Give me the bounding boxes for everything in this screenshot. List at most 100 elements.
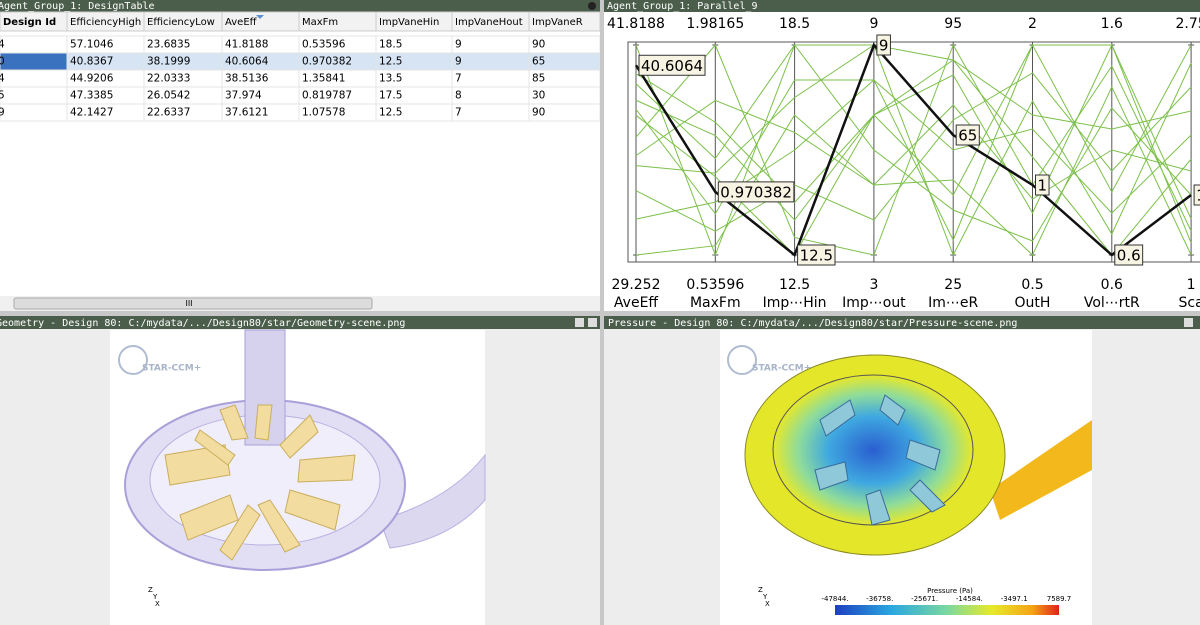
axis-max-label: 95 (944, 16, 962, 32)
data-line (635, 104, 1192, 256)
column-header: EfficiencyLow (147, 17, 215, 28)
axis-name: Sca (1179, 295, 1200, 311)
cell-text: 13.5 (379, 73, 402, 85)
title-bar (0, 0, 600, 12)
cell-text: 42.1427 (70, 107, 113, 119)
cell-text: 0.819787 (302, 90, 352, 102)
column-header: ImpVaneHout (455, 17, 523, 28)
cell-text: 23.6835 (147, 39, 190, 51)
colorbar-label: -14584. (956, 595, 983, 603)
axis-name: Im⋯eR (928, 295, 978, 311)
triad-label: Y (762, 593, 768, 601)
column-header: AveEff (225, 17, 258, 28)
cell-text: 90 (532, 39, 545, 51)
panel-button[interactable] (1184, 318, 1193, 327)
cell (528, 103, 600, 122)
cell-text: 7 (455, 73, 462, 85)
design-table-panel: Agent_Group_1: DesignTable Design Id Effi… (0, 0, 600, 315)
cell-text: 4 (0, 73, 5, 85)
value-label-box (955, 124, 980, 146)
title-bar (0, 316, 600, 329)
axis-name: AveEff (614, 295, 659, 311)
panel-title: Agent_Group_1: DesignTable (0, 1, 155, 12)
cell-text: 12.5 (379, 107, 402, 119)
value-label-box (1035, 174, 1050, 196)
column-header: ImpVaneHin (379, 17, 439, 28)
triad-label: Z (758, 586, 763, 594)
cell-text: 8 (455, 90, 462, 102)
axis-min-label: 0.53596 (686, 277, 744, 293)
title-bar (604, 316, 1200, 329)
axis-min-label: 12.5 (779, 277, 810, 293)
colorbar-label: -25671. (911, 595, 938, 603)
cell-text: 9 (455, 56, 462, 68)
axis-min-label: 25 (944, 277, 962, 293)
panel-title: Agent_Group_1: Parallel_9 (607, 1, 758, 12)
panel-button[interactable] (575, 318, 584, 327)
sort-indicator (256, 15, 264, 19)
selected-cell (0, 53, 67, 70)
axis-max-label: 41.8188 (607, 16, 665, 32)
value-label-box (638, 54, 706, 76)
plot-frame (627, 41, 1200, 263)
axis-name: MaxFm (690, 295, 741, 311)
impeller (814, 394, 946, 526)
value-label-box (876, 34, 891, 56)
cell-text: 22.0333 (147, 73, 190, 85)
parallel-panel: Agent_Group_1: Parallel_9 41.8188 29.252 A… (604, 0, 1200, 311)
cell-text: 40.6064 (225, 56, 269, 68)
cell-text: 44.9206 (70, 73, 114, 85)
logo: STAR-CCM+ (752, 364, 811, 374)
colorbar-label: 7589.7 (1047, 595, 1072, 603)
cell-text: 37.6121 (225, 107, 268, 119)
column-header: Design Id (3, 17, 56, 28)
panel-title: Geometry - Design 80: C:/mydata/.../Desi… (0, 318, 405, 329)
cell-text: 7 (455, 107, 462, 119)
axis-max-label: 1.6 (1101, 16, 1123, 32)
cell-text: 5 (0, 90, 5, 102)
cell-text: 0.53596 (302, 39, 346, 51)
table-header (0, 11, 600, 32)
panel-button[interactable] (588, 318, 597, 327)
colorbar-label: -47844. (821, 595, 848, 603)
cell-text: 17.5 (379, 90, 402, 102)
data-line (635, 43, 1192, 221)
colorbar (835, 605, 1059, 615)
value-label-box (1193, 184, 1200, 206)
scroll-thumb[interactable] (13, 297, 373, 310)
cell-text: 41.8188 (225, 39, 268, 51)
axis-min-label: 0.5 (1021, 277, 1043, 293)
axis-max-label: 9 (869, 16, 878, 32)
impeller (164, 404, 356, 561)
cell-text: 18.5 (379, 39, 402, 51)
cell-text: 0 (0, 56, 5, 68)
highlight-line (634, 42, 1192, 258)
cell-text: 0.970382 (302, 56, 352, 68)
title-bar (604, 0, 1200, 12)
value-label: 12.5 (800, 247, 833, 265)
colorbar-label: -36758. (866, 595, 893, 603)
triad-label: X (765, 600, 770, 608)
cell-text: 22.6337 (147, 107, 190, 119)
axis-max-label: 2.75 (1176, 16, 1200, 32)
panel-button[interactable] (588, 2, 596, 10)
data-line (635, 85, 1192, 256)
cell-text: 40.8367 (70, 56, 113, 68)
value-label-box (797, 244, 836, 266)
cell-text: 38.5136 (225, 73, 269, 85)
data-line (635, 44, 1192, 257)
cell-text: 65 (532, 56, 545, 68)
axis-name: Vol⋯rtR (1084, 295, 1140, 311)
cell-text: 57.1046 (70, 39, 114, 51)
value-label: 40.6064 (641, 57, 703, 75)
axis-min-label: 29.252 (612, 277, 661, 293)
axis-min-label: 1 (1187, 277, 1196, 293)
cell-text: 47.3385 (70, 90, 113, 102)
pressure-panel: Pressure - Design 80: C:/mydata/.../Desi… (604, 316, 1200, 625)
cell-text: 26.0542 (147, 90, 190, 102)
cell-text: 90 (532, 107, 545, 119)
cell-text: 12.5 (379, 56, 402, 68)
outlet-pipe (990, 420, 1092, 520)
colorbar-label: -3497.1 (1001, 595, 1028, 603)
